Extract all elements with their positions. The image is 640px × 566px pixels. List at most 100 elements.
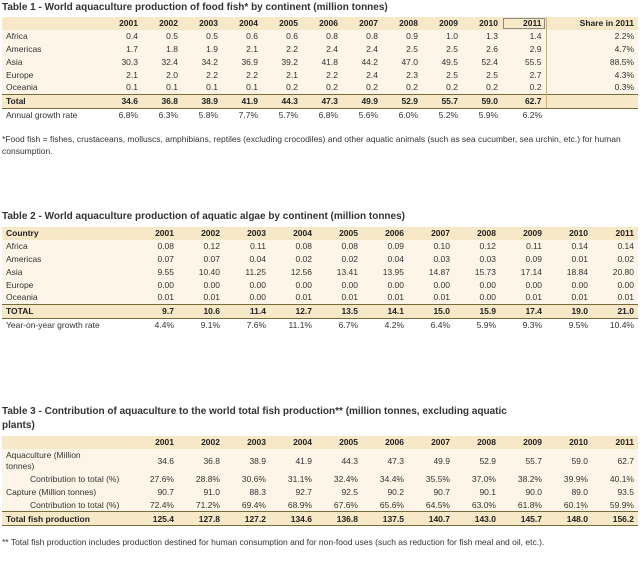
- table3-total-row-cell: 140.7: [408, 511, 454, 526]
- table2-total-row-cell: 13.5: [316, 303, 362, 319]
- table2-total-row-cell: 15.0: [408, 303, 454, 319]
- table3-header-row-cell: 2010: [546, 436, 592, 449]
- table2-row: Africa 0.08 0.12 0.11 0.08 0.08 0.09 0.10 0.12 0.…: [2, 239, 638, 253]
- table1-header-row-cell: 2004: [222, 17, 262, 30]
- table2-total-row-cell: 21.0: [592, 303, 638, 319]
- table3-footnote: ** Total fish production includes produc…: [2, 537, 545, 547]
- table2-growth-row-cell: 9.3%: [500, 318, 546, 332]
- table3-cap-contribution-row: Contribution to total (%) 72.4% 71.2% 69.4%…: [2, 498, 638, 512]
- table3-cap-contribution-row-cell: 59.9%: [592, 498, 638, 512]
- table1-header-row-cell: 2008: [382, 17, 422, 30]
- table1-row-cell: 2.1: [262, 68, 302, 81]
- table3-cap-contribution-row-cell: 69.4%: [224, 498, 270, 512]
- table2-total-row-cell: 14.1: [362, 303, 408, 319]
- table3-aq-contribution-row-cell: 31.1%: [270, 472, 316, 486]
- table2-row-cell: 0.03: [408, 252, 454, 266]
- table1-row-cell: 2.3: [382, 68, 422, 81]
- table2-row-cell: 20.80: [592, 265, 638, 279]
- table2-growth-row: Year-on-year growth rate 4.4% 9.1% 7.6% 11.1…: [2, 318, 638, 332]
- table1-row: Asia 30.3 32.4 34.2 36.9 39.2 41.8 44.2 47.0 49.5…: [2, 55, 638, 69]
- table3-header-row-cell: 2004: [270, 436, 316, 449]
- table3-capture-row-cell: 90.0: [500, 485, 546, 499]
- table3-aq-contribution-row-cell: 35.5%: [408, 472, 454, 486]
- table1-row-cell: 2.4: [342, 68, 382, 81]
- table2-total-row-cell: 17.4: [500, 303, 546, 319]
- table2-row-cell: 0.14: [546, 239, 592, 253]
- table2-row-cell: 0.08: [132, 239, 178, 253]
- table3-header-row-label: [2, 436, 132, 449]
- table3-aq-contribution-row: Contribution to total (%) 27.6% 28.8% 30.6%…: [2, 472, 638, 486]
- table3-cap-contribution-row-cell: 67.6%: [316, 498, 362, 512]
- table2-row-cell: 0.01: [500, 290, 546, 305]
- table1-row-cell: 0.8: [342, 29, 382, 43]
- table2-row: Europe 0.00 0.00 0.00 0.00 0.00 0.00 0.00 0.00 0.…: [2, 278, 638, 291]
- table3-aq-contribution-row-cell: 30.6%: [224, 472, 270, 486]
- table1-row-cell: 0.4: [102, 29, 142, 43]
- table1-row-cell: 39.2: [262, 55, 302, 69]
- table3-capture-row-cell: 93.5: [592, 485, 638, 499]
- table1-row-cell: 0.8: [302, 29, 342, 43]
- table3-aquaculture-cell: 34.6: [132, 448, 178, 473]
- table2-row-cell: 0.08: [270, 239, 316, 253]
- table1-row-cell: 2.5: [422, 42, 462, 56]
- table3-aq-contribution-row-label: Contribution to total (%): [2, 472, 132, 486]
- table3-header-row-cell: 2007: [408, 436, 454, 449]
- table1-row: Africa 0.4 0.5 0.5 0.6 0.6 0.8 0.8 0.9 1.0 1.3 1.4 2…: [2, 29, 638, 43]
- table3-aq-contribution-row-cell: 38.2%: [500, 472, 546, 486]
- table3-cap-contribution-row-cell: 64.5%: [408, 498, 454, 512]
- table2-row-cell: 0.12: [178, 239, 224, 253]
- table3-aquaculture-cell: 44.3: [316, 448, 362, 473]
- table1-row-cell: 0.2: [342, 80, 382, 95]
- table1-header-row-cell: 2005: [262, 17, 302, 30]
- table3-aquaculture-cell: 47.3: [362, 448, 408, 473]
- table1-total-row-cell: 36.8: [142, 93, 182, 109]
- table1-total-row-cell: 49.9: [342, 93, 382, 109]
- table1-row-cell: 2.4: [302, 42, 342, 56]
- table1-growth-row-cell: 5.9%: [462, 108, 502, 122]
- table3-aquaculture-cell: 36.8: [178, 448, 224, 473]
- table1-row-cell: 0.5: [142, 29, 182, 43]
- table3-capture-row-cell: 91.0: [178, 485, 224, 499]
- table1-row-cell: 0.1: [102, 80, 142, 95]
- table3-capture-row-cell: 92.5: [316, 485, 362, 499]
- table2-row-cell: 0.00: [500, 278, 546, 291]
- table3-capture-row-cell: 92.7: [270, 485, 316, 499]
- table1-row-cell: 2.4: [342, 42, 382, 56]
- table3-cap-contribution-row-cell: 61.8%: [500, 498, 546, 512]
- table1-row-cell: 2.7: [502, 68, 546, 81]
- table2-row-cell: 0.01: [316, 290, 362, 305]
- table1-row-cell: 0.2: [422, 80, 462, 95]
- table2-row-label: Asia: [2, 265, 132, 279]
- table1-total-row-cell: 52.9: [382, 93, 422, 109]
- table1-header-row: 2001 2002 2003 2004 2005 2006 2007 2008 2009 2010…: [2, 17, 638, 30]
- table1-row-cell: 41.8: [302, 55, 342, 69]
- table1-growth-row-cell: 6.3%: [142, 108, 182, 122]
- table2-row-cell: 0.00: [224, 278, 270, 291]
- table2-total-row-cell: 15.9: [454, 303, 500, 319]
- table3-cap-contribution-row-cell: 65.6%: [362, 498, 408, 512]
- table2-header-row-cell: 2003: [224, 227, 270, 240]
- table1-header-row-cell: Share in 2011: [545, 17, 638, 30]
- table2-row-cell: 9.55: [132, 265, 178, 279]
- table1-row-cell: 4.3%: [545, 68, 638, 81]
- table2-row-cell: 0.10: [408, 239, 454, 253]
- table2-row-cell: 0.00: [362, 278, 408, 291]
- table1-row-cell: 0.6: [222, 29, 262, 43]
- table2-row-cell: 0.09: [500, 252, 546, 266]
- table2-total-row-cell: 19.0: [546, 303, 592, 319]
- table1-row-cell: 2.6: [462, 42, 502, 56]
- table2: Country 2001 2002 2003 2004 2005 2006 2007 2008 2…: [2, 227, 638, 332]
- table1-row: Oceania 0.1 0.1 0.1 0.1 0.2 0.2 0.2 0.2 0.2 0.2 0.2…: [2, 80, 638, 95]
- table1-title: Table 1 - World aquaculture production o…: [2, 2, 388, 13]
- table3-header-row: 2001 2002 2003 2004 2005 2006 2007 2008 2009 2010…: [2, 436, 638, 449]
- table2-growth-row-cell: 9.1%: [178, 318, 224, 332]
- table1-footnote: *Food fish = fishes, crustaceans, mollus…: [2, 134, 621, 156]
- table1-growth-row-cell: 5.7%: [262, 108, 302, 122]
- table2-row: Asia 9.55 10.40 11.25 12.56 13.41 13.95 14.87 15…: [2, 265, 638, 279]
- table3-title-line1: Table 3 - Contribution of aquaculture to…: [2, 406, 507, 417]
- table2-row-cell: 0.00: [316, 278, 362, 291]
- table2-growth-row-cell: 7.6%: [224, 318, 270, 332]
- table2-row-cell: 0.01: [546, 290, 592, 305]
- table1-header-row-cell: 2010: [462, 17, 502, 30]
